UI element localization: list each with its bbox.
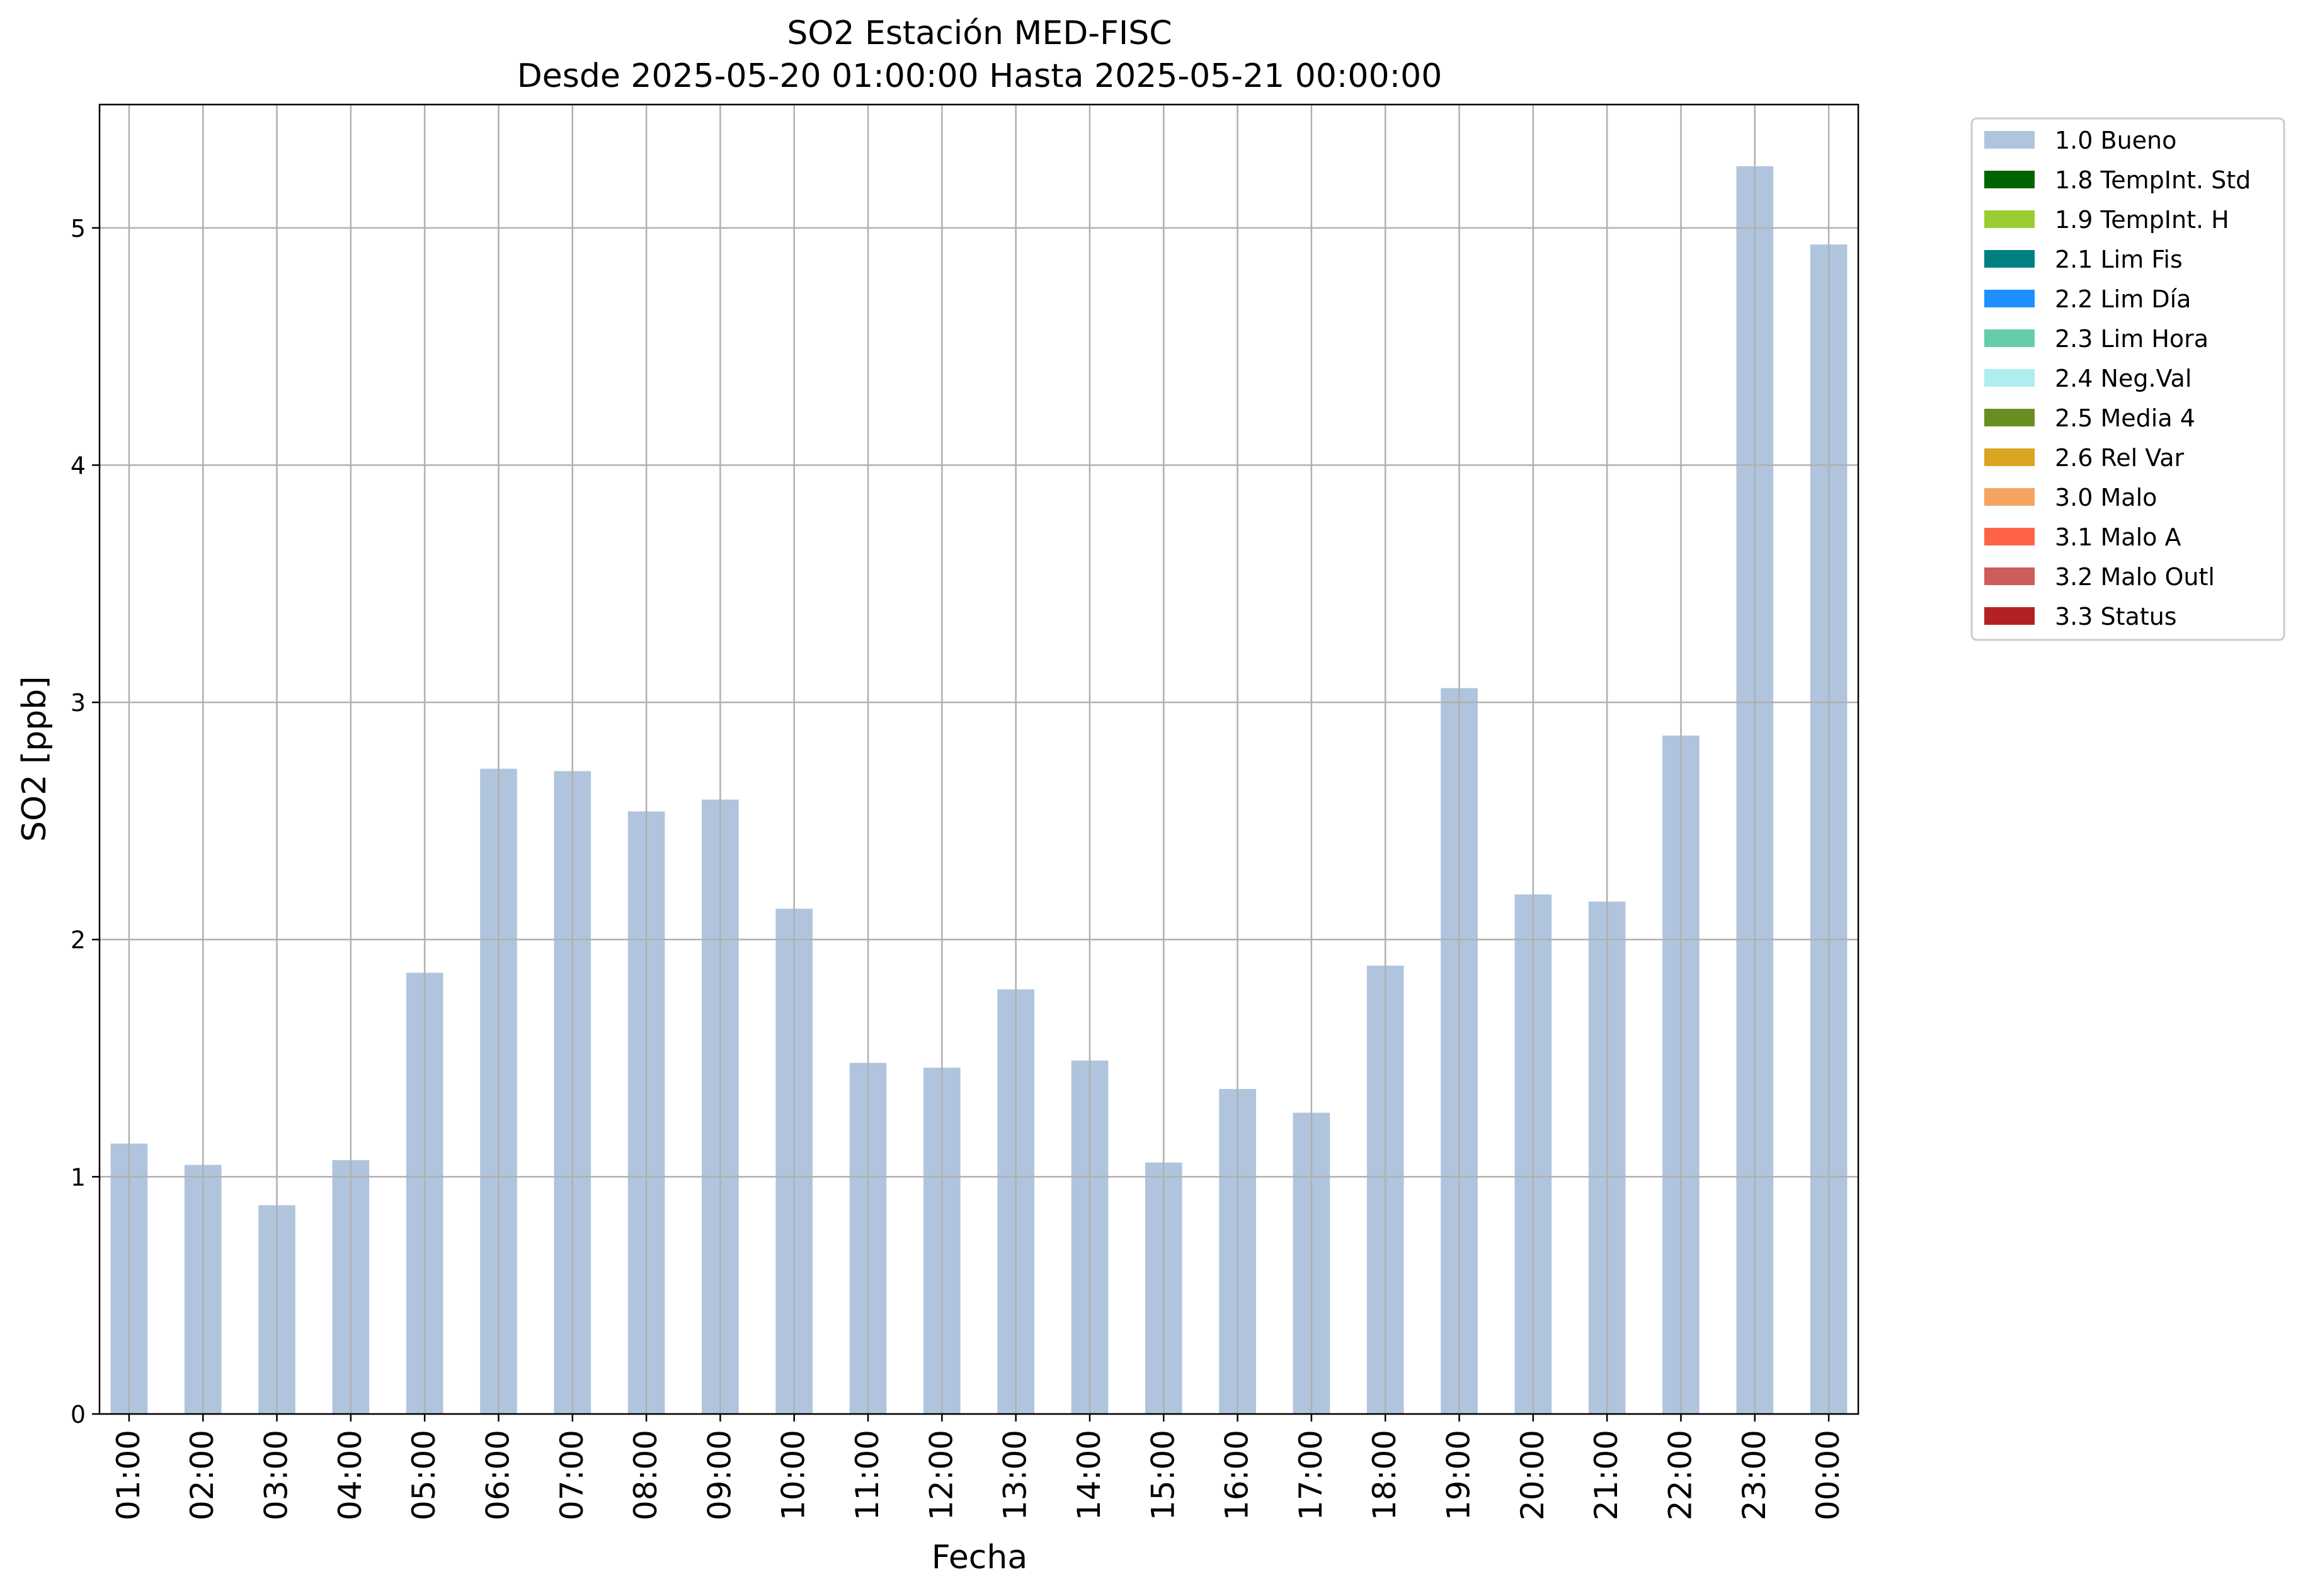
legend-swatch [1984,607,2035,625]
x-tick-label: 04:00 [332,1430,369,1520]
legend-item-label: 3.1 Malo A [2055,523,2181,551]
y-tick-label: 5 [71,215,86,242]
y-tick-label: 2 [71,926,86,954]
x-axis-label: Fecha [932,1539,1027,1576]
x-tick-label: 02:00 [184,1430,220,1520]
x-tick-label: 00:00 [1810,1430,1846,1520]
legend-swatch [1984,409,2035,426]
y-tick-label: 3 [71,689,86,717]
x-tick-label: 21:00 [1588,1430,1625,1520]
legend-item-label: 3.2 Malo Outl [2055,563,2215,591]
legend-item-label: 2.3 Lim Hora [2055,325,2209,353]
x-tick-label: 09:00 [701,1430,738,1520]
x-tick-label: 16:00 [1219,1430,1255,1520]
x-tick-label: 03:00 [258,1430,295,1520]
legend-item-label: 2.2 Lim Día [2055,285,2191,313]
y-axis: 0 1 2 3 4 5 [71,215,100,1428]
plot-frame [98,103,1860,1415]
x-tick-label: 12:00 [923,1430,959,1520]
y-tick-label: 4 [71,452,86,479]
legend-item-label: 1.0 Bueno [2055,127,2176,154]
legend-swatch [1984,131,2035,149]
x-tick-label: 13:00 [997,1430,1034,1520]
y-axis-label: SO2 [ppb] [16,676,54,841]
chart-subtitle: Desde 2025-05-20 01:00:00 Hasta 2025-05-… [517,57,1443,95]
y-tick-label: 1 [71,1163,86,1191]
legend-swatch [1984,250,2035,268]
x-tick-label: 08:00 [627,1430,664,1520]
x-tick-label: 14:00 [1071,1430,1107,1520]
legend-item-label: 3.3 Status [2055,603,2177,630]
x-tick-label: 18:00 [1366,1430,1403,1520]
legend-swatch [1984,528,2035,545]
legend-item-label: 2.5 Media 4 [2055,404,2195,432]
legend-swatch [1984,329,2035,347]
legend-item-label: 1.8 TempInt. Std [2055,166,2251,194]
x-tick-label: 22:00 [1662,1430,1698,1520]
x-tick-label: 15:00 [1145,1430,1181,1520]
legend-swatch [1984,369,2035,387]
legend-swatch [1984,290,2035,307]
x-tick-label: 07:00 [554,1430,590,1520]
y-tick-label: 0 [71,1401,86,1428]
grid [100,105,1858,1415]
legend: 1.0 Bueno 1.8 TempInt. Std 1.9 TempInt. H 2… [1970,117,2285,641]
legend-swatch [1984,488,2035,506]
legend-swatch [1984,567,2035,585]
x-tick-label: 20:00 [1514,1430,1551,1520]
x-tick-label: 01:00 [110,1430,147,1520]
legend-item-label: 1.9 TempInt. H [2055,206,2229,234]
x-tick-label: 10:00 [775,1430,812,1520]
legend-frame [1970,117,2285,641]
x-tick-label: 23:00 [1736,1430,1773,1520]
legend-item-label: 2.1 Lim Fis [2055,246,2183,273]
x-tick-label: 19:00 [1441,1430,1477,1520]
chart-title: SO2 Estación MED-FISC [787,14,1172,52]
x-tick-label: 17:00 [1293,1430,1329,1520]
legend-item-label: 2.6 Rel Var [2055,444,2185,472]
legend-swatch [1984,210,2035,228]
x-tick-label: 06:00 [479,1430,516,1520]
legend-item-label: 2.4 Neg.Val [2055,365,2192,392]
legend-swatch [1984,171,2035,188]
legend-item-label: 3.0 Malo [2055,484,2157,511]
x-axis: 01:00 02:00 03:00 04:00 05:00 06:00 07:00 08:00… [110,1414,1846,1520]
x-tick-label: 11:00 [849,1430,886,1520]
legend-swatch [1984,448,2035,466]
x-tick-label: 05:00 [406,1430,442,1520]
